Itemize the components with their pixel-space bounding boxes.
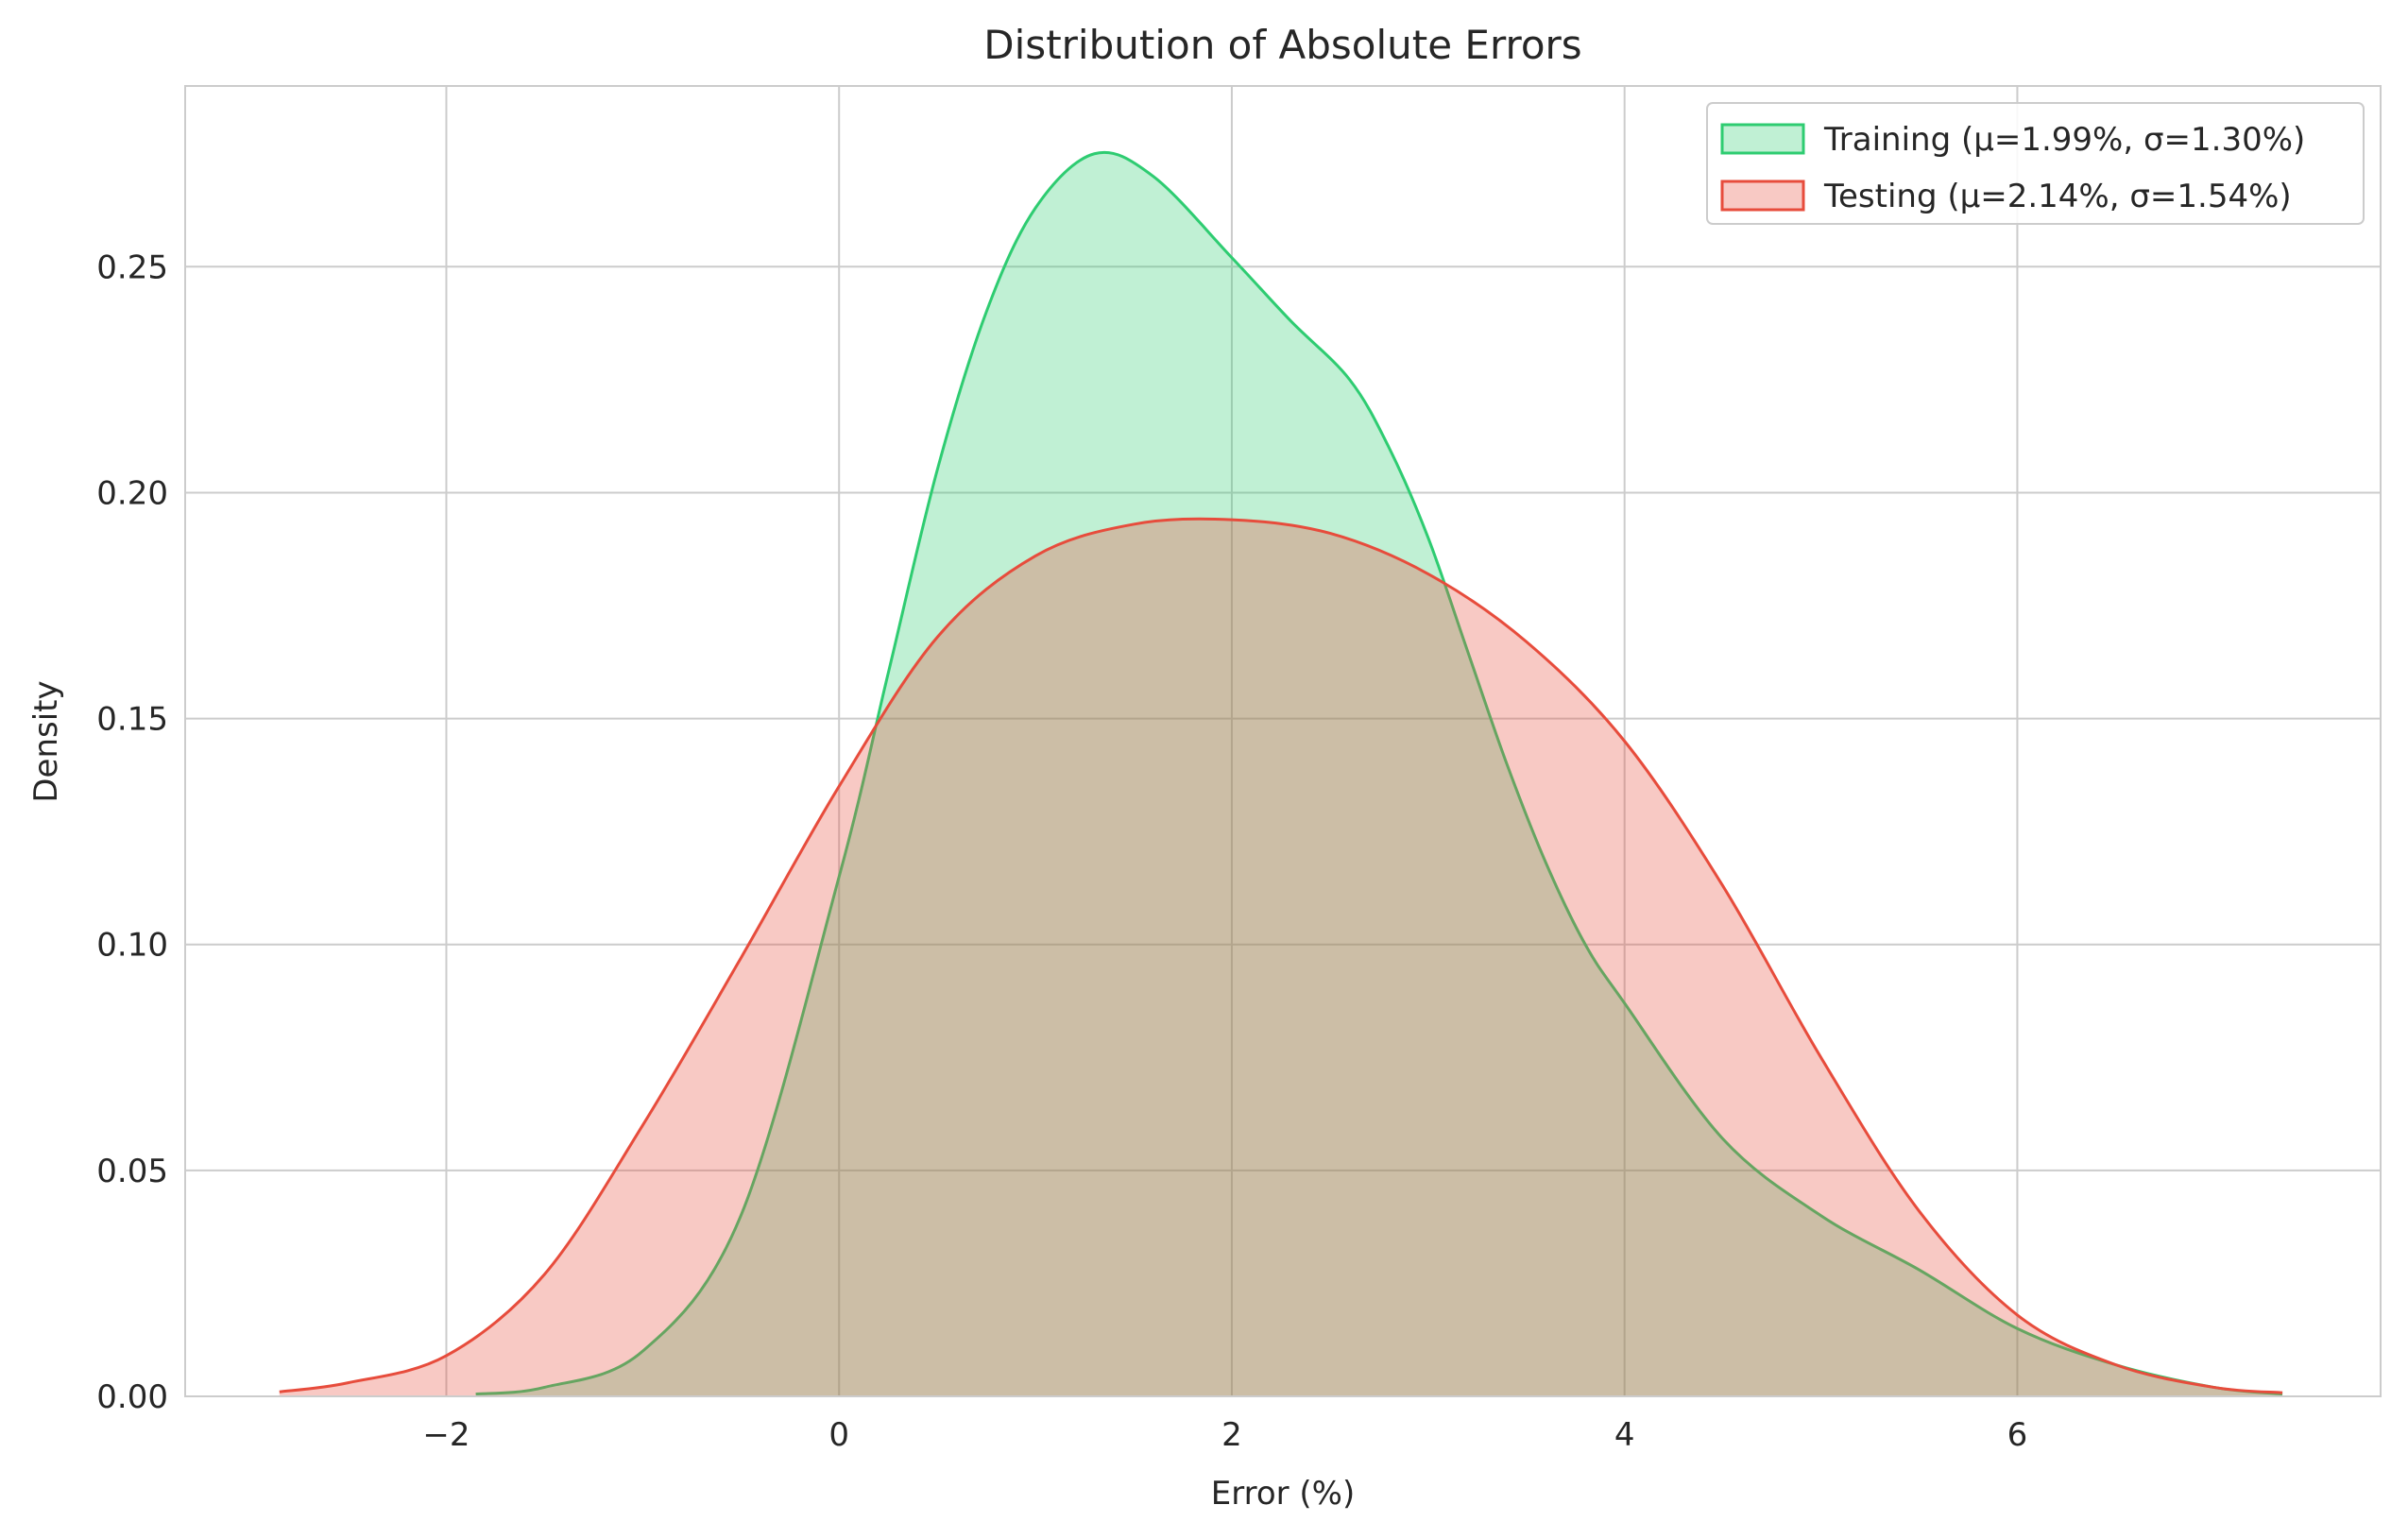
legend-box — [1706, 102, 2365, 225]
series-area-1 — [279, 519, 2283, 1396]
legend: Training (μ=1.99%, σ=1.30%) Testing (μ=2.… — [1706, 102, 2365, 225]
series-area-0 — [475, 152, 2283, 1396]
y-tick-label: 0.20 — [96, 474, 168, 512]
series-line-1 — [279, 517, 2283, 1394]
x-tick-label: 6 — [2007, 1416, 2028, 1454]
y-tick-label: 0.10 — [96, 927, 168, 965]
chart-title: Distribution of Absolute Errors — [983, 22, 1581, 68]
legend-swatch-0 — [1720, 123, 1805, 155]
x-tick-label: 2 — [1221, 1416, 1242, 1454]
series-line-0 — [475, 150, 2283, 1396]
grid-lines — [185, 86, 2381, 1397]
y-axis-label: Density — [27, 680, 65, 802]
legend-swatch-1 — [1720, 180, 1805, 212]
legend-label-1: Testing (μ=2.14%, σ=1.54%) — [1823, 178, 2292, 215]
plot-frame — [184, 85, 2382, 1397]
y-tick-label: 0.15 — [96, 701, 168, 739]
x-tick-label: 4 — [1614, 1416, 1635, 1454]
y-tick-label: 0.25 — [96, 248, 168, 286]
y-tick-label: 0.05 — [96, 1153, 168, 1190]
x-tick-label: −2 — [422, 1416, 470, 1454]
tick-labels: −2 0 2 4 6 0.00 0.05 0.10 0.15 0.20 0.25 — [96, 248, 2027, 1454]
series-areas — [279, 150, 2283, 1396]
y-tick-label: 0.00 — [96, 1378, 168, 1416]
x-axis-label: Error (%) — [1211, 1475, 1356, 1513]
legend-label-0: Training (μ=1.99%, σ=1.30%) — [1823, 121, 2305, 159]
plot-background — [185, 86, 2381, 1396]
x-tick-label: 0 — [828, 1416, 849, 1454]
